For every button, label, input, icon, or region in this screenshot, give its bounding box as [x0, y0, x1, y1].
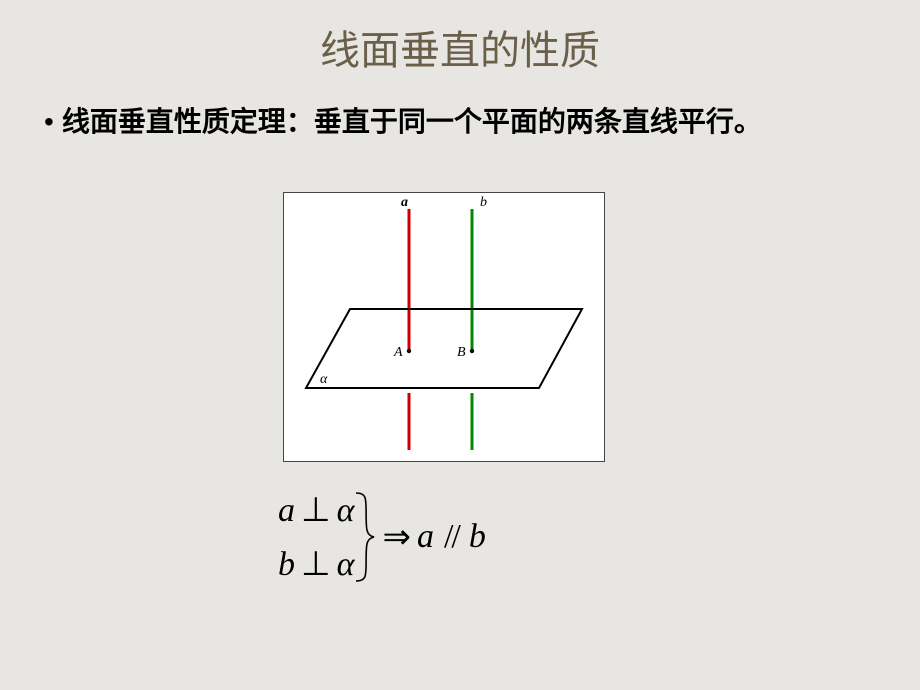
conclusion-left: a [417, 518, 434, 556]
perp-icon: ⊥ [301, 490, 331, 530]
svg-text:B: B [457, 345, 466, 360]
svg-text:a: a [401, 195, 408, 210]
conclusion-right: b [469, 518, 486, 556]
bullet-dot-icon: • [44, 102, 54, 141]
bullet-text: 线面垂直性质定理：垂直于同一个平面的两条直线平行。 [62, 102, 762, 141]
premise-0: a⊥α [278, 490, 354, 530]
svg-text:b: b [480, 195, 487, 210]
slide: 线面垂直的性质 • 线面垂直性质定理：垂直于同一个平面的两条直线平行。 abAB… [0, 0, 920, 690]
formula-conclusion: a // b [417, 518, 486, 556]
right-brace-icon [354, 491, 376, 583]
premise-var: a [278, 492, 295, 530]
formula-premises: a⊥αb⊥α [278, 490, 354, 584]
formula: a⊥αb⊥α ⇒ a // b [278, 490, 486, 584]
perp-icon: ⊥ [301, 544, 331, 584]
svg-text:α: α [320, 372, 328, 387]
parallel-icon: // [444, 518, 459, 556]
premise-var: b [278, 546, 295, 584]
premise-1: b⊥α [278, 544, 354, 584]
premise-plane: α [337, 492, 355, 530]
implies-icon: ⇒ [382, 517, 411, 557]
diagram-svg: a b A Bα [284, 193, 604, 461]
diagram: a b A Bα [283, 192, 605, 462]
slide-title: 线面垂直的性质 [0, 18, 920, 76]
svg-text:A: A [393, 345, 403, 360]
bullet-item: • 线面垂直性质定理：垂直于同一个平面的两条直线平行。 [44, 102, 890, 141]
premise-plane: α [337, 546, 355, 584]
